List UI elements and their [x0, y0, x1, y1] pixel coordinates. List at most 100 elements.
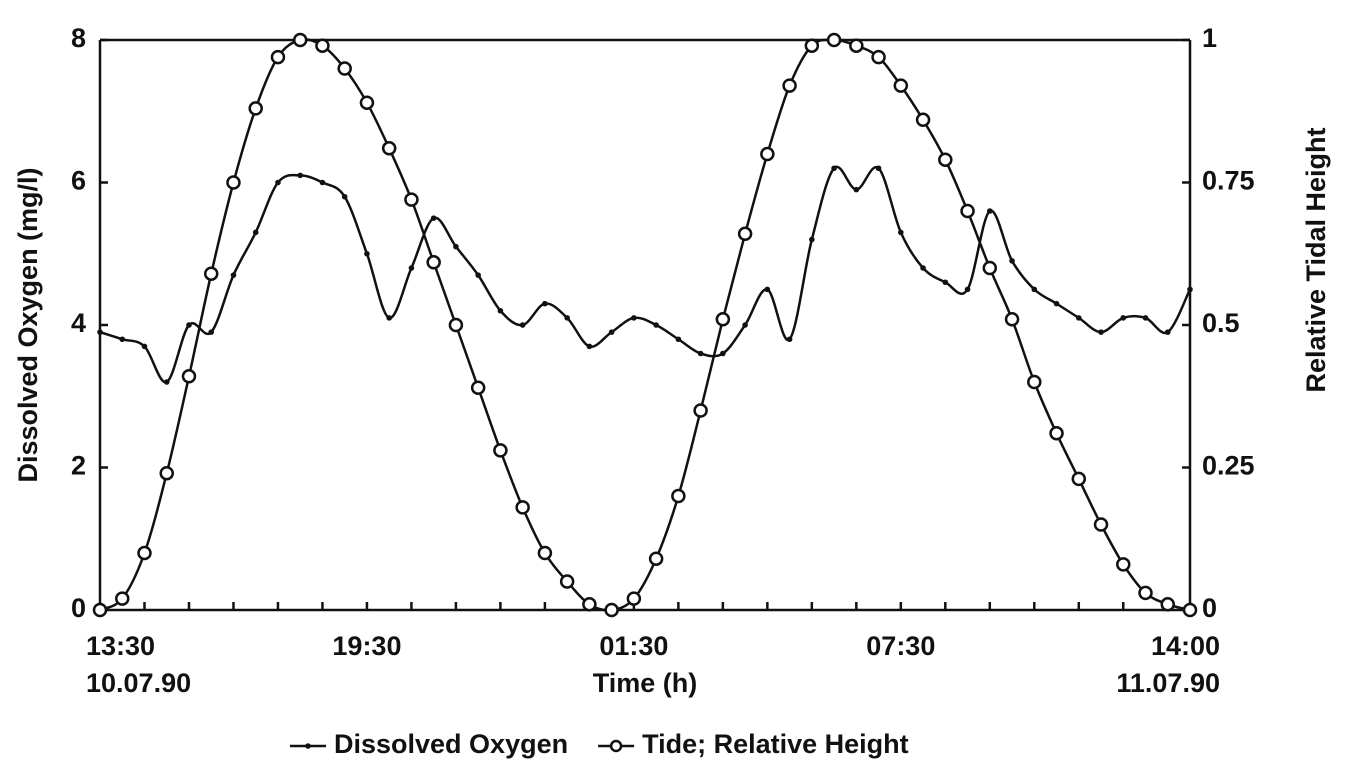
- oxygen-marker: [920, 265, 926, 271]
- oxygen-marker: [586, 343, 593, 350]
- oxygen-marker: [786, 336, 793, 343]
- tide-marker: [760, 146, 775, 162]
- oxygen-marker: [1053, 300, 1060, 307]
- oxygen-marker: [497, 307, 504, 314]
- oxygen-marker: [1120, 315, 1127, 321]
- tide-marker: [448, 317, 464, 333]
- tide-marker: [849, 38, 864, 53]
- oxygen-marker: [319, 179, 326, 186]
- tide-marker: [938, 152, 953, 167]
- oxygen-marker: [1031, 286, 1038, 293]
- oxygen-marker: [1164, 329, 1171, 335]
- legend-label: Dissolved Oxygen: [334, 729, 568, 759]
- tide-marker: [871, 49, 886, 65]
- tide-marker: [1138, 585, 1153, 601]
- tide-marker: [159, 465, 174, 481]
- y-tick-label: 8: [71, 23, 86, 53]
- tide-marker: [426, 255, 441, 270]
- x-tick-label: 01:30: [599, 631, 668, 661]
- y2-tick-label: 0.25: [1202, 451, 1255, 481]
- tide-marker: [1160, 597, 1176, 612]
- tide-marker: [782, 78, 797, 93]
- legend-marker: [305, 743, 311, 749]
- tide-marker: [693, 403, 708, 418]
- tide-marker: [92, 602, 108, 618]
- oxygen-marker: [119, 336, 126, 343]
- tide-marker: [114, 591, 130, 606]
- oxygen-marker: [453, 243, 459, 250]
- x-tick-label: 19:30: [332, 631, 401, 661]
- oxygen-marker: [986, 208, 993, 214]
- tide-marker: [248, 101, 263, 116]
- oxygen-marker: [208, 329, 215, 335]
- oxygen-marker: [364, 250, 370, 257]
- oxygen-marker: [1075, 315, 1082, 321]
- oxygen-marker: [853, 186, 860, 193]
- tide-marker: [270, 49, 286, 65]
- x-tick-label: 14:00 11.07.90: [1116, 631, 1220, 698]
- oxygen-marker: [898, 229, 904, 236]
- tide-marker: [515, 500, 530, 515]
- x-axis-label: Time (h): [593, 668, 698, 698]
- oxygen-marker: [608, 329, 615, 335]
- oxygen-marker: [1142, 315, 1149, 321]
- legend-label: Tide; Relative Height: [642, 729, 909, 759]
- oxygen-marker: [831, 165, 837, 172]
- y-tick-label: 6: [71, 166, 86, 196]
- tide-marker: [1071, 471, 1087, 487]
- oxygen-marker: [275, 179, 281, 186]
- tide-marker: [671, 488, 686, 504]
- oxygen-marker: [1009, 258, 1015, 264]
- oxygen-marker: [653, 322, 659, 328]
- tide-marker: [1049, 426, 1064, 441]
- series-line: [99, 38, 1191, 612]
- oxygen-marker: [519, 322, 526, 328]
- tide-marker: [137, 545, 152, 561]
- series-line: [99, 165, 1192, 384]
- tide-marker: [1093, 517, 1109, 532]
- oxygen-marker: [875, 165, 882, 172]
- tide-marker: [648, 551, 664, 566]
- tide-marker: [737, 226, 753, 242]
- tide-marker: [203, 266, 219, 281]
- oxygen-marker: [675, 336, 682, 343]
- oxygen-marker: [186, 322, 192, 328]
- oxygen-marker: [1187, 286, 1193, 293]
- tide-marker: [292, 32, 308, 48]
- tide-marker: [559, 574, 575, 589]
- tide-marker: [337, 61, 352, 76]
- tide-marker: [1116, 557, 1131, 572]
- oxygen-marker: [475, 272, 481, 278]
- oxygen-marker: [97, 329, 103, 335]
- tide-marker: [826, 32, 842, 48]
- oxygen-marker: [230, 272, 237, 278]
- tide-marker: [315, 38, 330, 53]
- oxygen-marker: [564, 315, 570, 321]
- legend-marker: [609, 739, 623, 753]
- tide-marker: [893, 78, 909, 93]
- y2-tick-label: 0.5: [1202, 308, 1240, 338]
- tide-marker: [1182, 602, 1198, 618]
- y-axis-label: Dissolved Oxygen (mg/l): [13, 167, 43, 482]
- tide-marker: [626, 591, 642, 606]
- oxygen-marker: [252, 229, 259, 236]
- y2-tick-label: 0.75: [1202, 166, 1255, 196]
- oxygen-marker: [1098, 329, 1104, 335]
- tide-marker: [181, 369, 197, 384]
- oxygen-marker: [163, 379, 170, 385]
- tide-marker: [1027, 374, 1042, 390]
- y-tick-label: 4: [71, 308, 86, 338]
- tide-marker: [960, 203, 975, 219]
- tide-marker: [359, 95, 375, 110]
- x-tick-label: 13:30 10.07.90: [86, 631, 191, 698]
- y2-tick-label: 1: [1202, 23, 1217, 53]
- tide-marker: [226, 175, 241, 190]
- tide-marker: [404, 192, 419, 207]
- tide-marker: [804, 38, 820, 53]
- y2-axis-label: Relative Tidal Height: [1301, 127, 1331, 392]
- y-tick-label: 0: [71, 593, 86, 623]
- y2-tick-label: 0: [1202, 593, 1217, 623]
- oxygen-marker: [141, 343, 148, 350]
- oxygen-marker: [297, 172, 304, 179]
